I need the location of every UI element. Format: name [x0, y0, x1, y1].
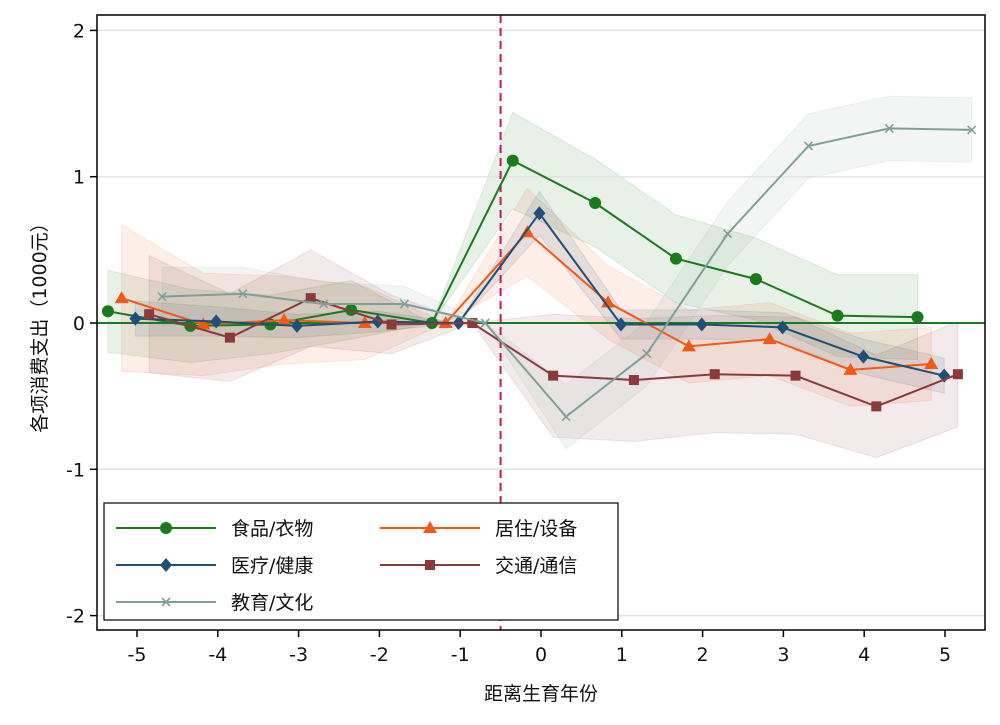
data-point: [911, 311, 924, 324]
series-4: [157, 123, 977, 422]
x-tick-label: -2: [370, 644, 389, 666]
y-tick-label: 2: [73, 20, 85, 42]
y-tick-label: -1: [66, 459, 85, 481]
data-point: [843, 362, 858, 375]
legend-item: 食品/衣物: [116, 518, 313, 540]
data-point: [790, 370, 801, 381]
series-3: [144, 293, 963, 412]
data-point: [589, 197, 602, 210]
data-point: [399, 299, 410, 309]
x-tick-label: 3: [777, 644, 789, 666]
data-point: [924, 356, 939, 369]
legend-label: 居住/设备: [495, 518, 577, 540]
legend-marker: [425, 560, 435, 570]
data-point: [669, 252, 682, 265]
legend-label: 食品/衣物: [231, 518, 313, 540]
data-point: [305, 293, 316, 304]
data-point: [803, 141, 814, 151]
confidence-bands: [107, 95, 973, 459]
data-point: [386, 319, 397, 330]
x-tick-label: 5: [939, 644, 951, 666]
data-point: [548, 370, 559, 381]
data-point: [157, 292, 167, 302]
axes: -5 -4 -3 -2 -1 0 1 2 3 4 5 -2 -1 0 1 2: [66, 14, 986, 666]
legend-item: 居住/设备: [380, 518, 577, 540]
legend-item: 教育/文化: [116, 592, 313, 614]
x-tick-label: 4: [858, 644, 870, 666]
data-point: [290, 318, 303, 333]
data-point: [642, 349, 652, 359]
data-point: [749, 273, 762, 286]
y-axis-label: 各项消费支出（1000元）: [29, 213, 51, 432]
x-tick-label: 2: [697, 644, 709, 666]
data-point: [762, 332, 777, 345]
data-point: [831, 309, 844, 322]
data-point: [224, 332, 235, 343]
legend-marker: [161, 597, 171, 607]
data-point: [506, 154, 519, 167]
data-point: [238, 289, 248, 299]
data-point: [871, 401, 882, 412]
legend-label: 交通/通信: [495, 555, 577, 577]
series-2: [129, 206, 951, 383]
data-point: [467, 318, 478, 328]
data-point: [561, 412, 571, 422]
data-point: [480, 318, 490, 328]
y-tick-label: 1: [73, 167, 85, 189]
data-point: [101, 305, 114, 318]
series-lines: [97, 15, 985, 630]
series-1: [114, 225, 939, 375]
data-point: [533, 206, 546, 221]
legend-item: 交通/通信: [380, 555, 577, 577]
x-tick-label: -4: [208, 644, 227, 666]
legend-label: 教育/文化: [231, 592, 313, 614]
data-point: [277, 313, 292, 326]
data-point: [857, 349, 870, 364]
y-tick-label: 0: [73, 313, 85, 335]
x-tick-label: 1: [616, 644, 628, 666]
data-point: [884, 123, 894, 133]
data-point: [196, 317, 211, 330]
legend-marker: [160, 558, 172, 572]
x-tick-label: -1: [451, 644, 470, 666]
data-point: [129, 311, 142, 326]
legend-marker: [160, 522, 172, 534]
data-point: [695, 317, 708, 332]
data-point: [628, 375, 639, 386]
data-point: [709, 369, 720, 380]
y-tick-label: -2: [66, 606, 85, 628]
data-point: [114, 291, 129, 304]
data-point: [952, 369, 963, 380]
data-point: [319, 299, 329, 309]
data-point: [681, 339, 696, 352]
data-point: [776, 320, 789, 335]
legend-marker: [423, 521, 437, 533]
data-point: [723, 229, 733, 239]
legend-label: 医疗/健康: [231, 555, 313, 577]
x-tick-label: -5: [128, 644, 147, 666]
legend-item: 医疗/健康: [116, 555, 313, 577]
x-tick-label: 0: [535, 644, 547, 666]
data-point: [614, 317, 627, 332]
data-point: [144, 309, 155, 320]
x-axis-label: 距离生育年份: [484, 683, 598, 705]
x-tick-label: -3: [289, 644, 308, 666]
ci-band-1: [121, 187, 932, 407]
data-point: [601, 295, 616, 308]
data-point: [210, 314, 223, 329]
legend-box: [103, 502, 619, 621]
data-point: [967, 125, 977, 135]
